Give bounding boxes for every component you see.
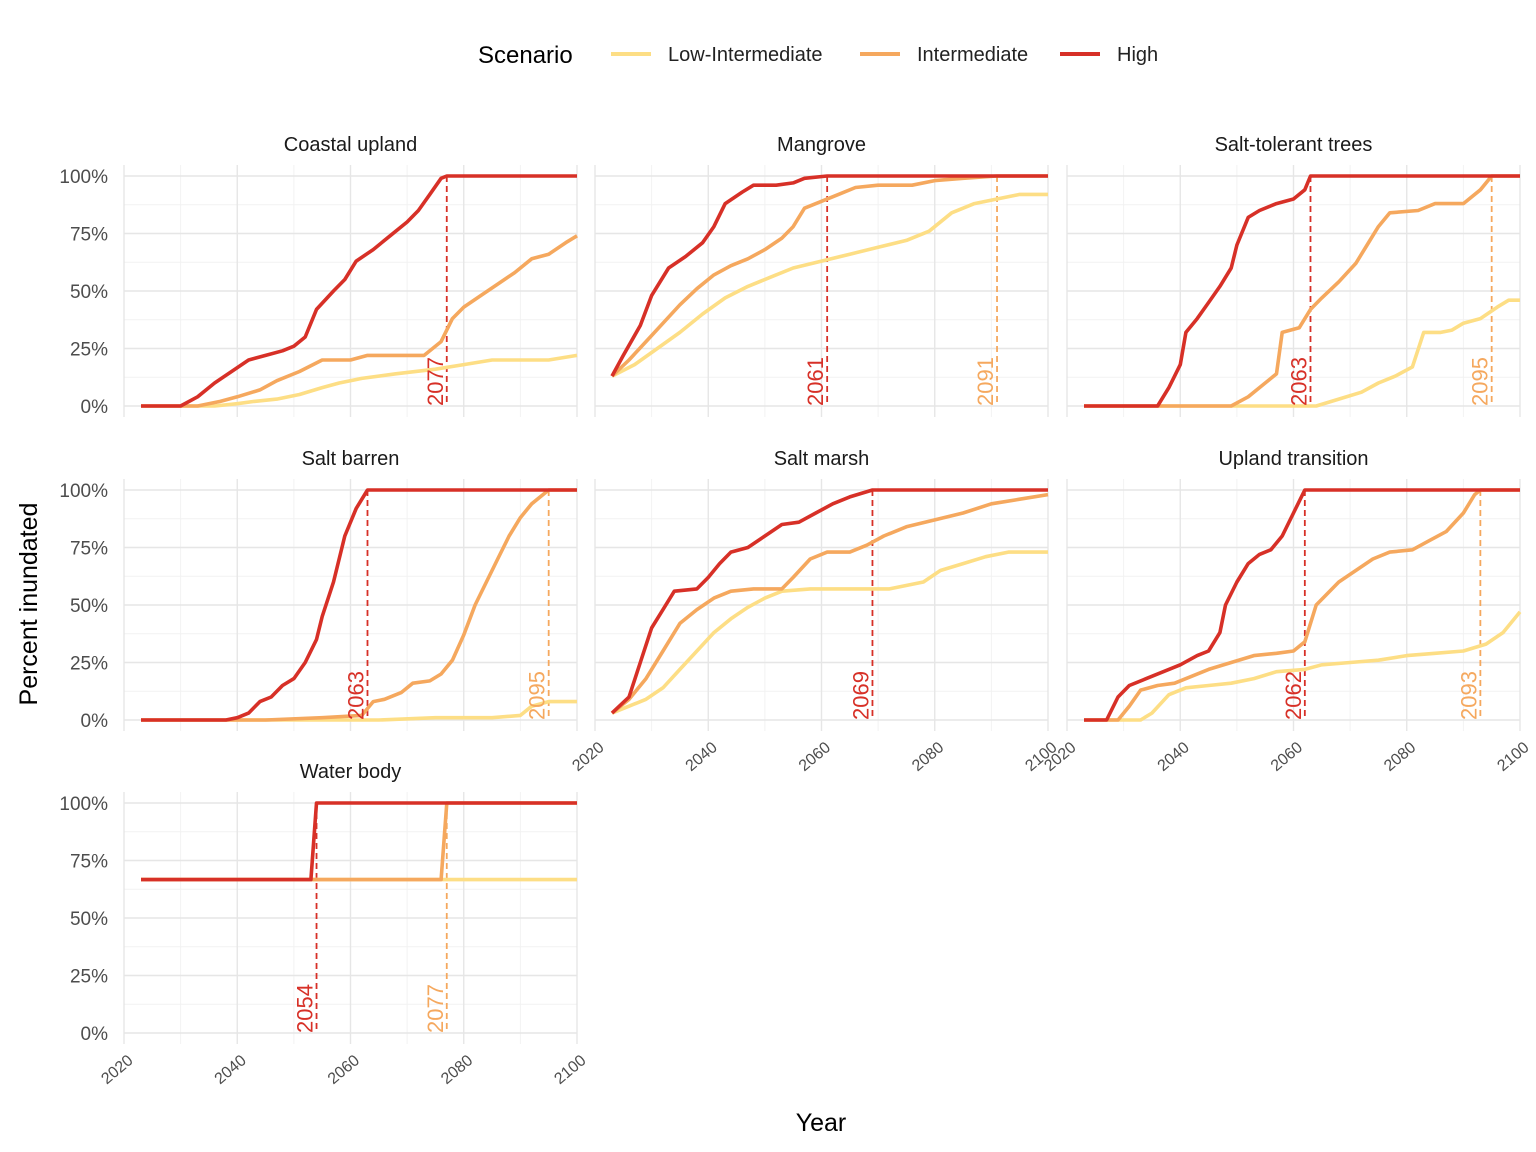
series-line-low-intermediate: [611, 192, 1048, 378]
series-line-intermediate: [141, 488, 577, 722]
legend-title: Scenario: [478, 42, 573, 69]
x-tick-label: 2060: [796, 739, 834, 775]
y-tick-label: 25%: [70, 340, 108, 361]
x-tick-label: 2040: [212, 1052, 250, 1088]
x-tick-label: 2060: [1268, 739, 1306, 775]
series-line-low-intermediate: [1084, 610, 1522, 722]
x-tick-label: 2020: [98, 1052, 136, 1088]
panel-salt-tolerant-trees: Salt-tolerant trees 2063 2095: [1066, 134, 1521, 417]
y-axis-title: Percent inundated: [15, 503, 43, 706]
panel-title: Upland transition: [1218, 448, 1368, 470]
threshold-label: 2063: [1286, 357, 1311, 406]
x-tick-label: 2040: [1155, 739, 1193, 775]
y-tick-label: 100%: [59, 481, 108, 502]
y-tick-label: 25%: [70, 654, 108, 675]
panel-salt-barren: Salt barren 0% 25% 50% 75% 100% 2063 2095: [59, 448, 578, 732]
facet-panels: Coastal upland 0% 25% 50% 75% 100% 2077 Mangrov…: [59, 134, 1532, 1088]
y-tick-label: 75%: [70, 852, 108, 873]
threshold-label: 2061: [803, 357, 828, 406]
y-tick-label: 75%: [70, 225, 108, 246]
panel-title: Coastal upland: [284, 134, 417, 156]
threshold-label: 2093: [1456, 671, 1481, 720]
threshold-label: 2063: [343, 671, 368, 720]
y-tick-label: 0%: [81, 711, 109, 732]
threshold-label: 2091: [973, 357, 998, 406]
threshold-label: 2095: [1468, 357, 1493, 406]
y-tick-label: 100%: [59, 794, 108, 815]
x-axis-title: Year: [796, 1109, 847, 1137]
series-line-intermediate: [610, 174, 1048, 378]
series-line-intermediate: [1084, 174, 1520, 408]
y-tick-label: 0%: [81, 397, 109, 418]
x-tick-label: 2080: [909, 739, 947, 775]
threshold-label: 2062: [1281, 671, 1306, 720]
threshold-label: 2069: [848, 671, 873, 720]
legend-label-high: High: [1117, 44, 1158, 66]
legend-label-low-intermediate: Low-Intermediate: [668, 44, 823, 66]
series-line-high: [141, 801, 577, 882]
panel-title: Salt marsh: [774, 448, 870, 470]
panel-mangrove: Mangrove 2061 2091: [594, 134, 1049, 417]
series-line-low-intermediate: [1084, 298, 1520, 408]
series-line-high: [610, 488, 1048, 715]
x-tick-label: 2040: [683, 739, 721, 775]
threshold-label: 2054: [293, 984, 318, 1033]
y-tick-label: 50%: [70, 596, 108, 617]
y-tick-label: 0%: [81, 1024, 109, 1045]
legend-item-high: High: [1060, 44, 1158, 66]
series-line-intermediate: [1084, 488, 1520, 722]
series-line-high: [1084, 174, 1520, 408]
threshold-label: 2077: [423, 357, 448, 406]
panel-water-body: Water body 0% 25% 50% 75% 100% 2020 2040 2060 208…: [59, 761, 589, 1088]
legend-item-intermediate: Intermediate: [860, 44, 1028, 66]
legend-label-intermediate: Intermediate: [917, 44, 1028, 66]
x-tick-label: 2080: [1381, 739, 1419, 775]
y-tick-label: 100%: [59, 167, 108, 188]
series-line-low-intermediate: [141, 353, 578, 408]
panel-title: Water body: [300, 761, 402, 783]
series-line-low-intermediate: [611, 550, 1048, 715]
series-line-high: [610, 174, 1048, 377]
y-tick-label: 25%: [70, 967, 108, 988]
panel-title: Mangrove: [777, 134, 866, 156]
y-tick-label: 75%: [70, 539, 108, 560]
series-line-intermediate: [141, 801, 577, 882]
x-tick-label: 2060: [325, 1052, 363, 1088]
legend-item-low-intermediate: Low-Intermediate: [611, 44, 823, 66]
x-tick-label: 2100: [1494, 739, 1532, 775]
threshold-label: 2077: [423, 984, 448, 1033]
y-tick-label: 50%: [70, 909, 108, 930]
threshold-label: 2095: [525, 671, 550, 720]
series-line-high: [141, 174, 577, 408]
x-tick-label: 2020: [569, 739, 607, 775]
series-line-intermediate: [141, 234, 578, 408]
panel-title: Salt-tolerant trees: [1215, 134, 1373, 156]
y-tick-label: 50%: [70, 282, 108, 303]
series-line-high: [141, 488, 577, 722]
series-line-low-intermediate: [141, 699, 577, 722]
x-tick-label: 2080: [438, 1052, 476, 1088]
x-tick-label: 2100: [551, 1052, 589, 1088]
series-line-high: [1084, 488, 1520, 722]
panel-title: Salt barren: [302, 448, 400, 470]
panel-coastal-upland: Coastal upland 0% 25% 50% 75% 100% 2077: [59, 134, 578, 418]
legend: Scenario Low-Intermediate Intermediate H…: [478, 42, 1158, 69]
series-line-intermediate: [610, 492, 1049, 715]
